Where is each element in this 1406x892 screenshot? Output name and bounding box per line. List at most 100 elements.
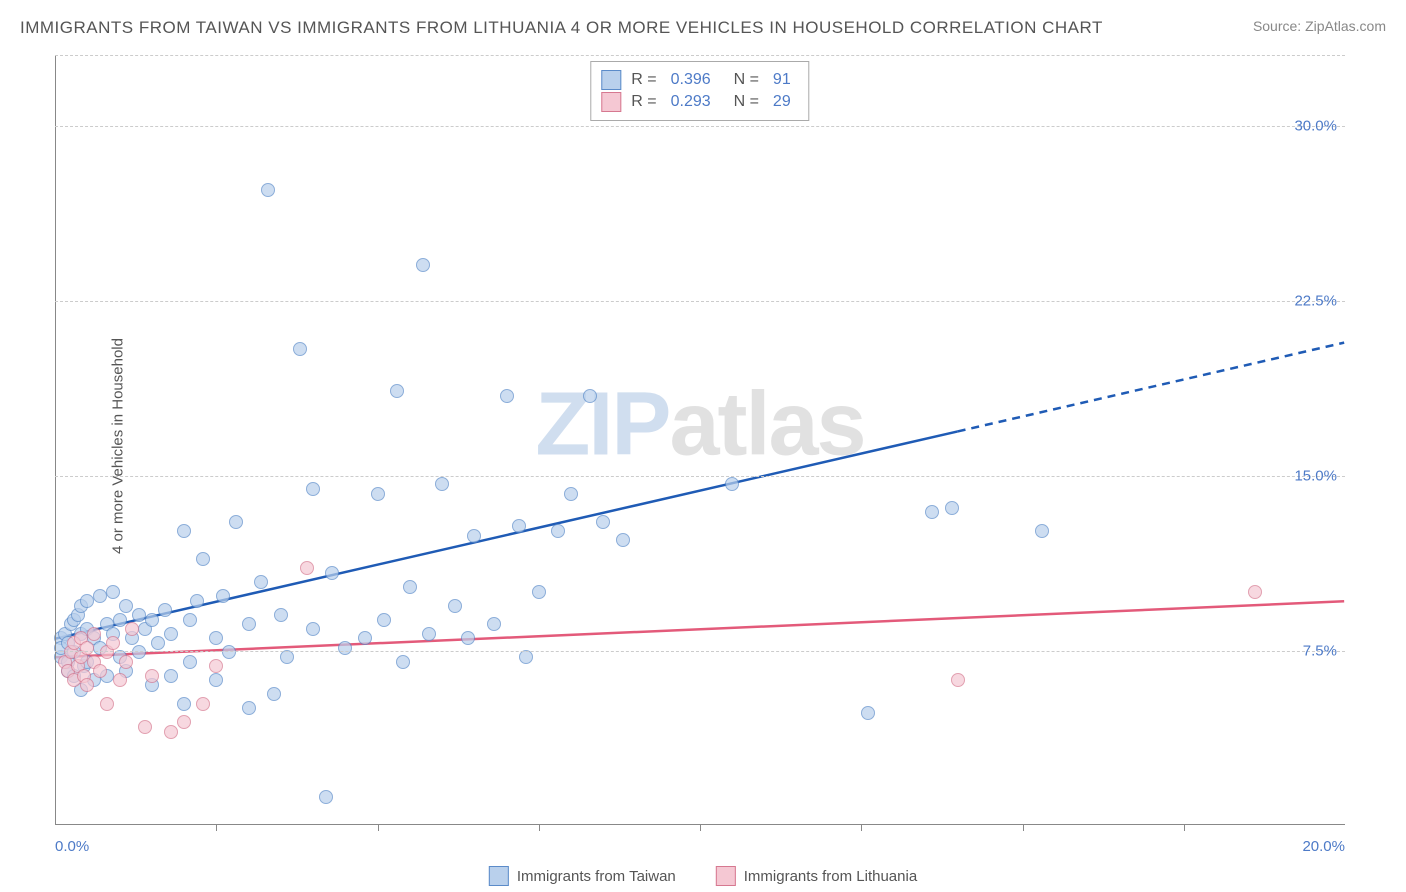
y-tick-label: 30.0% <box>1294 118 1337 135</box>
data-point <box>242 617 256 631</box>
swatch-taiwan <box>601 70 621 90</box>
scatter-plot: ZIPatlas R = 0.396 N = 91 R = 0.293 N = … <box>55 55 1345 825</box>
data-point <box>113 613 127 627</box>
data-point <box>242 701 256 715</box>
data-point <box>177 697 191 711</box>
data-point <box>80 678 94 692</box>
legend-item-taiwan: Immigrants from Taiwan <box>489 866 676 886</box>
trend-line <box>56 431 958 638</box>
data-point <box>151 636 165 650</box>
data-point <box>177 715 191 729</box>
data-point <box>725 477 739 491</box>
data-point <box>261 183 275 197</box>
data-point <box>164 627 178 641</box>
data-point <box>422 627 436 641</box>
data-point <box>87 627 101 641</box>
data-point <box>145 669 159 683</box>
data-point <box>616 533 630 547</box>
x-tick <box>861 825 862 831</box>
x-tick <box>700 825 701 831</box>
legend-r-label: R = <box>631 71 656 89</box>
data-point <box>183 613 197 627</box>
trend-line-dashed <box>958 343 1344 432</box>
data-point <box>377 613 391 627</box>
data-point <box>145 613 159 627</box>
chart-title: IMMIGRANTS FROM TAIWAN VS IMMIGRANTS FRO… <box>20 18 1103 38</box>
data-point <box>512 519 526 533</box>
data-point <box>222 645 236 659</box>
gridline <box>55 651 1345 652</box>
legend-n-value-1: 29 <box>773 93 791 111</box>
data-point <box>106 585 120 599</box>
data-point <box>229 515 243 529</box>
data-point <box>319 790 333 804</box>
data-point <box>164 725 178 739</box>
data-point <box>403 580 417 594</box>
data-point <box>196 697 210 711</box>
data-point <box>177 524 191 538</box>
data-point <box>216 589 230 603</box>
data-point <box>106 636 120 650</box>
data-point <box>532 585 546 599</box>
data-point <box>183 655 197 669</box>
data-point <box>93 589 107 603</box>
y-axis <box>55 56 56 825</box>
data-point <box>306 482 320 496</box>
gridline <box>55 301 1345 302</box>
y-tick-label: 7.5% <box>1303 643 1337 660</box>
data-point <box>274 608 288 622</box>
data-point <box>119 655 133 669</box>
data-point <box>190 594 204 608</box>
x-tick <box>216 825 217 831</box>
data-point <box>300 561 314 575</box>
data-point <box>100 697 114 711</box>
data-point <box>1035 524 1049 538</box>
data-point <box>396 655 410 669</box>
data-point <box>209 659 223 673</box>
stats-legend: R = 0.396 N = 91 R = 0.293 N = 29 <box>590 61 809 121</box>
data-point <box>945 501 959 515</box>
legend-r-value-1: 0.293 <box>671 93 711 111</box>
legend-r-label: R = <box>631 93 656 111</box>
data-point <box>371 487 385 501</box>
data-point <box>358 631 372 645</box>
data-point <box>461 631 475 645</box>
swatch-lithuania <box>601 92 621 112</box>
x-tick <box>1184 825 1185 831</box>
data-point <box>113 673 127 687</box>
source-label: Source: ZipAtlas.com <box>1253 18 1386 34</box>
legend-label-1: Immigrants from Lithuania <box>744 868 917 885</box>
data-point <box>254 575 268 589</box>
data-point <box>306 622 320 636</box>
swatch-lithuania <box>716 866 736 886</box>
gridline <box>55 126 1345 127</box>
data-point <box>196 552 210 566</box>
data-point <box>325 566 339 580</box>
bottom-legend: Immigrants from Taiwan Immigrants from L… <box>489 866 917 886</box>
data-point <box>138 720 152 734</box>
data-point <box>164 669 178 683</box>
data-point <box>158 603 172 617</box>
legend-row-taiwan: R = 0.396 N = 91 <box>601 70 794 90</box>
data-point <box>338 641 352 655</box>
data-point <box>209 631 223 645</box>
legend-item-lithuania: Immigrants from Lithuania <box>716 866 917 886</box>
data-point <box>80 641 94 655</box>
data-point <box>500 389 514 403</box>
data-point <box>467 529 481 543</box>
data-point <box>390 384 404 398</box>
x-tick <box>378 825 379 831</box>
data-point <box>435 477 449 491</box>
data-point <box>416 258 430 272</box>
data-point <box>280 650 294 664</box>
data-point <box>564 487 578 501</box>
data-point <box>125 622 139 636</box>
y-tick-label: 15.0% <box>1294 468 1337 485</box>
data-point <box>132 645 146 659</box>
x-tick <box>539 825 540 831</box>
x-tick-label: 0.0% <box>55 838 89 855</box>
data-point <box>80 594 94 608</box>
data-point <box>861 706 875 720</box>
data-point <box>583 389 597 403</box>
legend-n-label: N = <box>725 71 759 89</box>
